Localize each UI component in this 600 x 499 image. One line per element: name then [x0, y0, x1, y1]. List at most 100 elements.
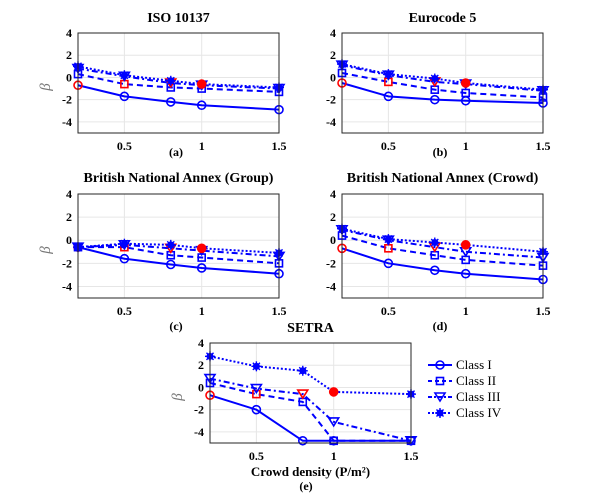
- asterisk-marker-arm: [252, 362, 261, 371]
- y-tick-label: -2: [326, 256, 336, 270]
- data-point: [165, 75, 176, 86]
- asterisk-marker-arm: [435, 408, 445, 418]
- x-tick-label: 1: [199, 139, 205, 153]
- y-tick-label: 4: [66, 187, 72, 201]
- y-tick-label: 2: [330, 210, 336, 224]
- axes-box: [209, 342, 412, 444]
- subplot-title: SETRA: [287, 321, 335, 336]
- y-tick-label: 0: [66, 70, 72, 84]
- x-tick-label: 0.5: [117, 139, 132, 153]
- y-tick-label: -4: [326, 115, 336, 129]
- data-point: [252, 389, 261, 399]
- data-point: [327, 417, 341, 428]
- legend-marker: [435, 376, 445, 386]
- x-tick-label: 1.5: [272, 304, 287, 318]
- data-point: [165, 239, 176, 250]
- x-tick-label: 1: [331, 449, 337, 463]
- subplot-title: ISO 10137: [147, 11, 210, 26]
- panel-label: (d): [433, 319, 448, 333]
- x-tick-label: 0.5: [249, 449, 264, 463]
- y-tick-label: 2: [66, 48, 72, 62]
- legend-entry: Class III: [428, 389, 500, 404]
- legend-entry: Class IV: [428, 405, 502, 420]
- y-tick-label: -2: [62, 256, 72, 270]
- x-tick-label: 1.5: [536, 304, 551, 318]
- series-line: [209, 377, 412, 442]
- y-tick-label: 0: [330, 70, 336, 84]
- x-tick-label: 1.5: [272, 139, 287, 153]
- y-tick-label: -4: [62, 115, 72, 129]
- asterisk-marker-arm: [384, 70, 393, 79]
- data-point: [249, 383, 263, 395]
- y-axis-label: β: [38, 83, 54, 92]
- panel-label: (a): [169, 145, 183, 159]
- asterisk-marker-arm: [120, 71, 129, 80]
- series-line: [209, 355, 412, 396]
- data-point: [383, 91, 394, 102]
- legend-label: Class II: [456, 373, 496, 388]
- asterisk-marker-arm: [166, 240, 175, 249]
- series-line: [341, 234, 544, 267]
- series-line: [341, 72, 544, 99]
- y-tick-label: 2: [198, 358, 204, 372]
- legend-label: Class III: [456, 389, 500, 404]
- data-point: [460, 240, 471, 250]
- y-tick-label: 0: [330, 233, 336, 247]
- asterisk-marker-arm: [298, 366, 307, 375]
- x-tick-label: 0.5: [381, 304, 396, 318]
- panel-label: (b): [433, 145, 448, 159]
- y-tick-label: 4: [66, 26, 72, 40]
- data-point: [328, 387, 339, 397]
- y-axis-label: β: [38, 246, 54, 255]
- data-point: [196, 79, 207, 89]
- y-tick-label: 4: [330, 187, 336, 201]
- legend-marker: [435, 360, 445, 370]
- x-tick-label: 0.5: [117, 304, 132, 318]
- series-line: [77, 246, 280, 275]
- data-point: [429, 73, 440, 84]
- legend-label: Class I: [456, 357, 492, 372]
- y-tick-label: -4: [62, 279, 72, 293]
- data-point: [296, 389, 310, 400]
- data-point: [251, 361, 262, 372]
- x-tick-label: 1: [199, 304, 205, 318]
- data-point: [297, 365, 308, 376]
- series-line: [77, 243, 280, 258]
- asterisk-marker-arm: [384, 235, 393, 244]
- data-point: [429, 94, 440, 105]
- y-tick-label: 0: [66, 233, 72, 247]
- data-point: [460, 78, 471, 88]
- plot-area: [342, 194, 543, 298]
- data-point: [383, 234, 394, 245]
- data-point: [429, 265, 440, 276]
- data-point: [165, 259, 176, 270]
- subplot-title: British National Annex (Crowd): [347, 171, 539, 186]
- plot-area: [210, 343, 411, 443]
- axes-box: [77, 193, 280, 299]
- legend-label: Class IV: [456, 405, 502, 420]
- y-tick-label: 0: [198, 380, 204, 394]
- data-point: [119, 253, 130, 264]
- y-tick-label: 2: [330, 48, 336, 62]
- y-tick-label: 4: [198, 336, 204, 350]
- data-point: [329, 436, 338, 446]
- data-point: [429, 237, 440, 248]
- series-class-i: [337, 243, 548, 285]
- asterisk-marker-arm: [430, 238, 439, 247]
- y-axis-label: β: [170, 393, 186, 402]
- axes-box: [77, 32, 280, 134]
- series-line: [341, 82, 544, 104]
- x-tick-label: 1: [463, 139, 469, 153]
- x-tick-label: 1.5: [536, 139, 551, 153]
- x-axis-label: Crowd density (P/m²): [251, 464, 370, 479]
- subplot-e: -4 -2 0 2 4 0.5 1 1.5 SETRA β Crowd density (P/m²)…: [170, 321, 419, 493]
- legend-entry: Class II: [428, 373, 496, 388]
- subplot-c: -4 -2 0 2 4 0.5 1 1.5 British National Annex (Gr…: [38, 171, 287, 333]
- y-tick-label: 4: [330, 26, 336, 40]
- y-tick-label: 2: [66, 210, 72, 224]
- series-line: [341, 247, 544, 281]
- data-point: [196, 243, 207, 254]
- data-point: [297, 435, 308, 446]
- y-tick-label: -2: [62, 93, 72, 107]
